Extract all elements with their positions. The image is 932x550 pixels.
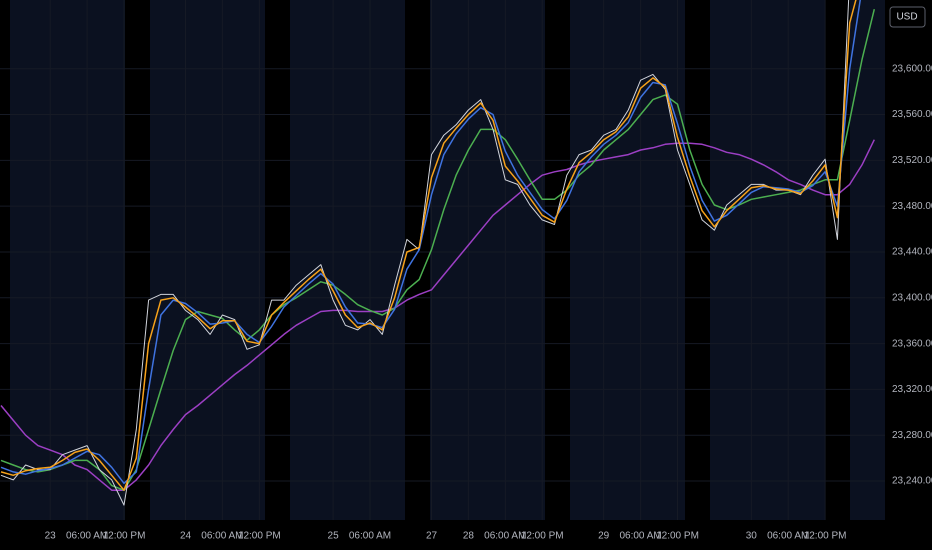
session-band	[150, 0, 265, 520]
currency-badge[interactable]	[889, 6, 926, 28]
y-tick-label: 23,560.00	[892, 109, 932, 120]
y-tick-label: 23,480.00	[892, 201, 932, 212]
x-tick-label: 28	[463, 531, 475, 542]
x-tick-label: 12:00 PM	[804, 531, 847, 542]
series-line	[0, 139, 875, 491]
series-line	[0, 0, 861, 485]
y-tick-label: 23,400.00	[892, 292, 932, 303]
x-tick-label: 06:00 AM	[201, 531, 243, 542]
y-tick-label: 23,320.00	[892, 384, 932, 395]
session-bands	[10, 0, 885, 520]
x-tick-label: 27	[426, 531, 438, 542]
session-band	[850, 0, 885, 520]
y-tick-label: 23,280.00	[892, 430, 932, 441]
session-band	[710, 0, 825, 520]
y-tick-label: 23,240.00	[892, 476, 932, 487]
y-tick-label: 23,360.00	[892, 338, 932, 349]
series-line	[0, 0, 850, 506]
currency-label: USD	[896, 12, 917, 23]
y-tick-label: 23,600.00	[892, 63, 932, 74]
plot-area	[0, 0, 876, 506]
x-tick-label: 30	[746, 531, 758, 542]
x-tick-label: 24	[180, 531, 192, 542]
time-axis-panel	[0, 520, 885, 550]
session-band	[430, 0, 545, 520]
x-tick-label: 29	[598, 531, 610, 542]
x-tick-label: 12:00 PM	[656, 531, 699, 542]
x-tick-label: 23	[45, 531, 57, 542]
x-tick-label: 06:00 AM	[66, 531, 108, 542]
price-axis-panel	[885, 0, 932, 550]
x-tick-label: 06:00 AM	[484, 531, 526, 542]
x-tick-label: 25	[328, 531, 340, 542]
axis-labels: 23,240.00 23,280.00 23,320.00 23,360.00 23,4…	[45, 63, 932, 541]
x-tick-label: 12:00 PM	[103, 531, 146, 542]
session-band	[570, 0, 685, 520]
y-tick-label: 23,440.00	[892, 247, 932, 258]
session-band	[10, 0, 125, 520]
y-tick-label: 23,520.00	[892, 155, 932, 166]
session-band	[290, 0, 405, 520]
grid	[0, 0, 885, 520]
x-tick-label: 06:00 AM	[349, 531, 391, 542]
x-tick-label: 12:00 PM	[521, 531, 564, 542]
x-tick-label: 12:00 PM	[238, 531, 281, 542]
x-tick-label: 06:00 AM	[619, 531, 661, 542]
series-line	[0, 0, 857, 491]
x-tick-label: 06:00 AM	[767, 531, 809, 542]
